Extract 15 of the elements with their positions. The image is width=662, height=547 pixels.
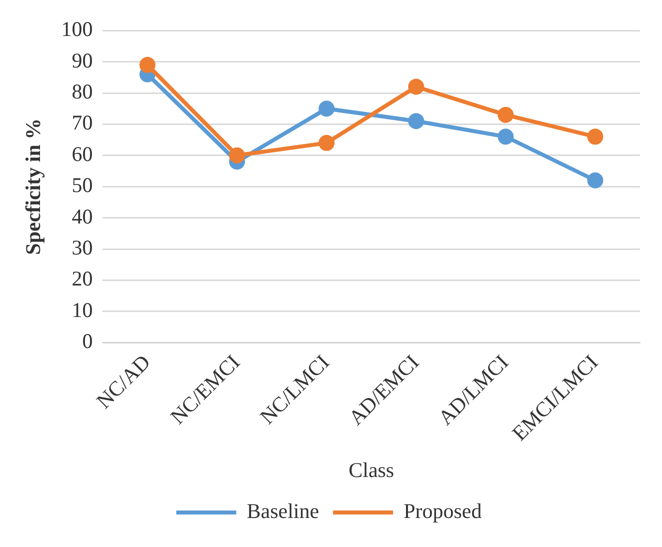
y-tick-label: 60 <box>72 142 93 166</box>
y-tick-label: 100 <box>61 17 93 42</box>
y-tick-label: 70 <box>72 110 93 135</box>
y-tick-label: 0 <box>82 329 93 354</box>
y-axis-title: Specficity in % <box>21 118 46 255</box>
legend-label: Proposed <box>404 499 482 524</box>
y-tick-label: 80 <box>72 80 93 104</box>
y-tick-label: 40 <box>72 204 93 228</box>
y-tick-label: 10 <box>72 298 93 322</box>
y-tick-label: 20 <box>72 266 93 291</box>
y-tick-label: 90 <box>72 48 93 72</box>
y-tick-label: 30 <box>72 236 93 260</box>
x-axis-title: Class <box>348 458 394 482</box>
y-tick-label: 50 <box>72 173 93 198</box>
legend-label: Baseline <box>246 499 320 524</box>
